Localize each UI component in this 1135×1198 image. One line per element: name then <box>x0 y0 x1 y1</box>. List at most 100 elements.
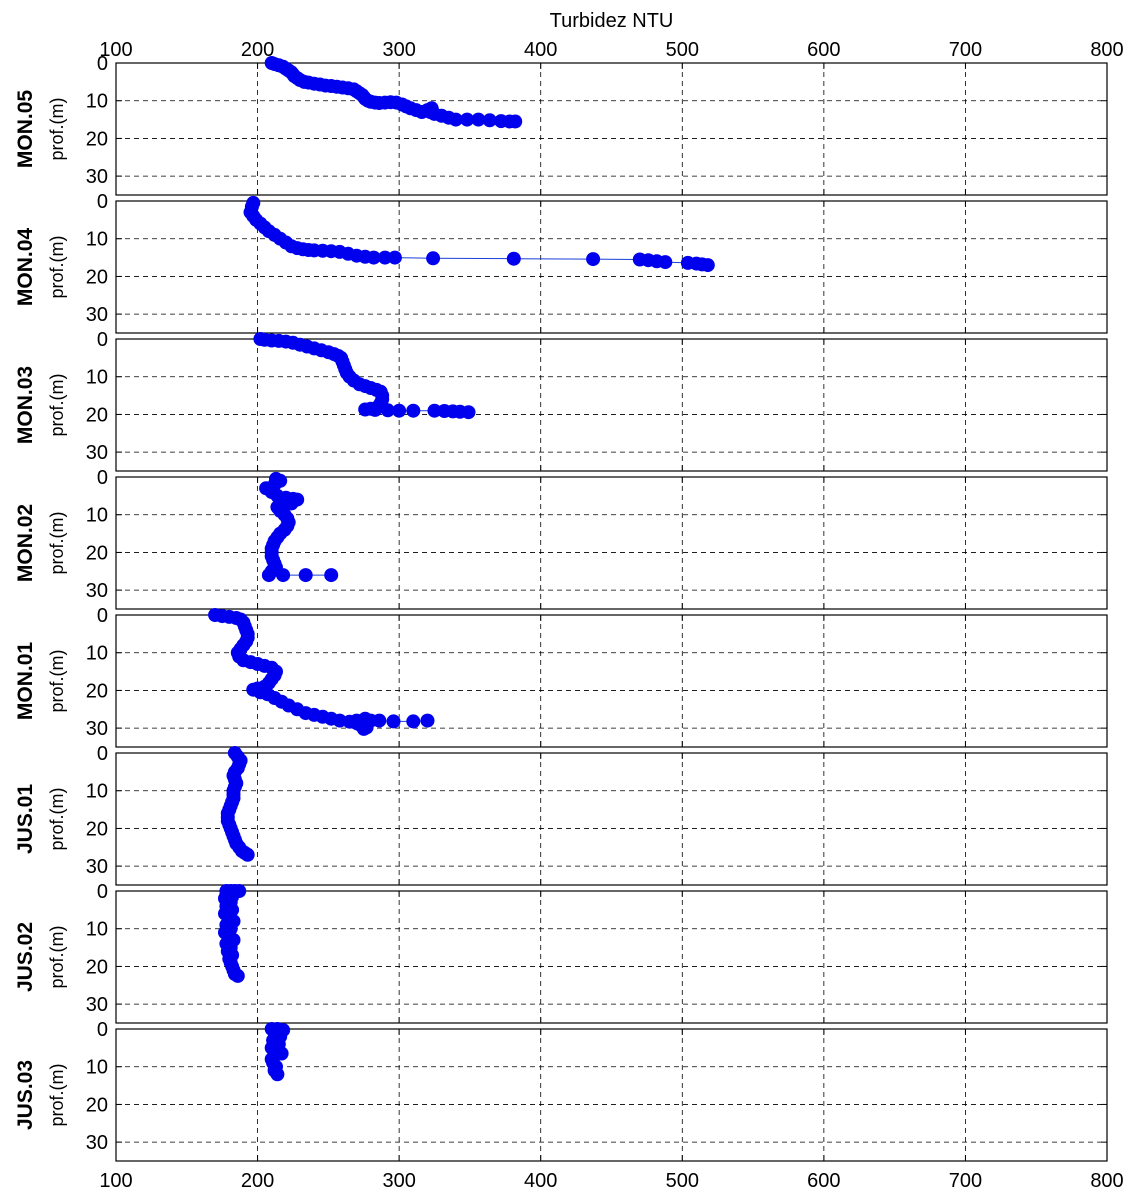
panel-frame <box>115 890 1108 1024</box>
x-tick-label-bottom: 400 <box>524 1170 557 1192</box>
panel-frame <box>115 338 1108 472</box>
x-tick-label-bottom: 300 <box>382 1170 415 1192</box>
data-point <box>392 403 407 418</box>
panel-jus-03: 0 10 20 30 JUS.03 prof.(m) <box>14 1019 1108 1162</box>
data-point <box>261 568 276 583</box>
x-tick-label-bottom: 800 <box>1090 1170 1123 1192</box>
x-tick-label-top: 200 <box>241 39 274 61</box>
panel-frame <box>115 1028 1108 1162</box>
data-point <box>420 713 435 728</box>
data-point <box>230 968 245 983</box>
panel-mon-04: 0 10 20 30 MON.04 prof.(m) <box>14 191 1108 334</box>
data-point <box>426 251 441 266</box>
panel-label: MON.02 <box>14 504 37 582</box>
y-tick-label: 20 <box>86 680 108 702</box>
panel-label: JUS.01 <box>14 784 37 854</box>
y-tick-label: 30 <box>86 580 108 602</box>
data-point <box>386 714 401 729</box>
y-axis-label: prof.(m) <box>47 374 67 437</box>
x-tick-label-top: 800 <box>1090 39 1123 61</box>
y-axis-label: prof.(m) <box>47 1064 67 1127</box>
data-point <box>372 713 387 728</box>
panel-frame <box>115 752 1108 886</box>
panel-mon-02: 0 10 20 30 MON.02 prof.(m) <box>14 467 1108 610</box>
data-point <box>276 568 291 583</box>
y-tick-label: 0 <box>97 1019 108 1041</box>
y-axis-label: prof.(m) <box>47 512 67 575</box>
data-point <box>380 403 395 418</box>
data-point <box>427 403 442 418</box>
panel-frame <box>115 62 1108 196</box>
data-point <box>270 1067 285 1082</box>
y-tick-label: 10 <box>86 781 108 803</box>
panel-mon-03: 0 10 20 30 MON.03 prof.(m) <box>14 329 1108 472</box>
panel-label: MON.03 <box>14 366 37 444</box>
y-tick-label: 30 <box>86 166 108 188</box>
y-axis-label: prof.(m) <box>47 788 67 851</box>
data-point <box>406 714 421 729</box>
y-tick-label: 30 <box>86 856 108 878</box>
y-tick-label: 0 <box>97 743 108 765</box>
y-tick-label: 0 <box>97 53 108 75</box>
y-axis-label: prof.(m) <box>47 926 67 989</box>
x-tick-label-top: 400 <box>524 39 557 61</box>
data-point <box>368 402 383 417</box>
panel-label: JUS.03 <box>14 1060 37 1130</box>
y-tick-label: 0 <box>97 605 108 627</box>
y-axis-label: prof.(m) <box>47 650 67 713</box>
y-tick-label: 10 <box>86 919 108 941</box>
data-point <box>658 255 673 270</box>
y-tick-label: 20 <box>86 818 108 840</box>
y-tick-label: 30 <box>86 718 108 740</box>
panel-label: MON.01 <box>14 642 37 721</box>
data-point <box>298 568 313 583</box>
y-tick-label: 10 <box>86 229 108 251</box>
data-point <box>358 402 373 417</box>
x-tick-label-top: 600 <box>807 39 840 61</box>
y-tick-label: 20 <box>86 128 108 150</box>
data-point <box>482 113 497 128</box>
y-tick-label: 20 <box>86 542 108 564</box>
data-point <box>460 112 475 127</box>
x-tick-label-bottom: 100 <box>99 1170 132 1192</box>
panel-jus-02: 0 10 20 30 JUS.02 prof.(m) <box>14 881 1108 1024</box>
panel-mon-05: 0 10 20 30 MON.05 prof.(m) <box>14 53 1108 196</box>
data-point <box>586 252 601 267</box>
y-tick-label: 0 <box>97 329 108 351</box>
x-tick-label-bottom: 500 <box>666 1170 699 1192</box>
y-tick-label: 20 <box>86 404 108 426</box>
data-point <box>471 112 486 127</box>
data-point <box>387 250 402 265</box>
data-point <box>240 847 255 862</box>
x-tick-label-bottom: 200 <box>241 1170 274 1192</box>
panel-frame <box>115 614 1108 748</box>
y-tick-label: 30 <box>86 304 108 326</box>
y-tick-label: 10 <box>86 367 108 389</box>
data-point <box>378 250 392 265</box>
panel-frame <box>115 200 1108 334</box>
data-point <box>700 258 715 273</box>
x-tick-label-top: 300 <box>382 39 415 61</box>
y-tick-label: 20 <box>86 956 108 978</box>
x-tick-label-top: 100 <box>99 39 132 61</box>
x-axis-title: Turbidez NTU <box>550 10 674 32</box>
y-tick-label: 0 <box>97 467 108 489</box>
y-tick-label: 10 <box>86 643 108 665</box>
data-point <box>324 568 339 583</box>
panel-mon-01: 0 10 20 30 MON.01 prof.(m) <box>14 605 1108 748</box>
y-tick-label: 30 <box>86 1132 108 1154</box>
data-point <box>508 114 523 129</box>
data-point <box>406 403 421 418</box>
y-tick-label: 0 <box>97 191 108 213</box>
data-point <box>448 112 463 127</box>
panel-label: JUS.02 <box>14 922 37 992</box>
y-tick-label: 10 <box>86 505 108 527</box>
y-axis-label: prof.(m) <box>47 236 67 299</box>
panel-label: MON.04 <box>14 228 37 307</box>
y-tick-label: 0 <box>97 881 108 903</box>
y-tick-label: 20 <box>86 1094 108 1116</box>
y-axis-label: prof.(m) <box>47 98 67 161</box>
panel-label: MON.05 <box>14 90 37 169</box>
